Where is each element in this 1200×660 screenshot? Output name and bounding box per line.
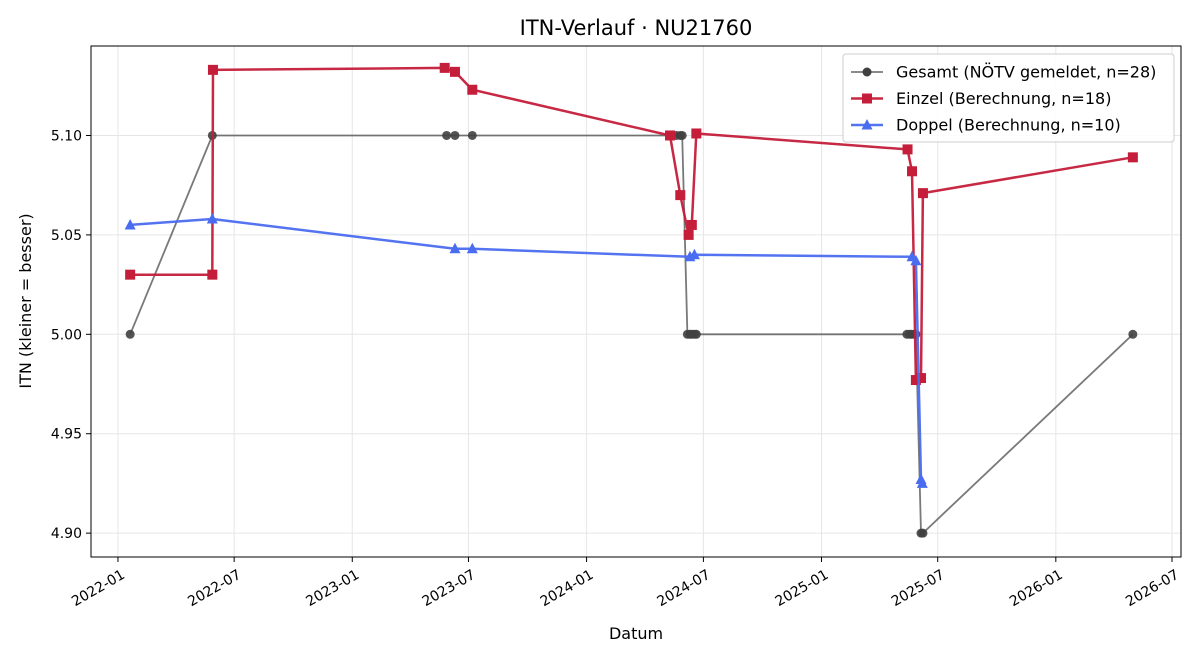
y-axis-title: ITN (kleiner = besser) — [16, 213, 35, 388]
data-point-einzel — [917, 188, 928, 199]
legend: Gesamt (NÖTV gemeldet, n=28) Einzel (Bere… — [842, 53, 1175, 143]
data-point-gesamt — [125, 329, 135, 339]
data-point-einzel — [439, 62, 450, 73]
legend-label-einzel: Einzel (Berechnung, n=18) — [896, 89, 1111, 108]
chart-title: ITN-Verlauf · NU21760 — [520, 16, 753, 40]
data-point-einzel — [910, 375, 921, 386]
plot-frame — [90, 45, 1182, 558]
legend-label-gesamt: Gesamt (NÖTV gemeldet, n=28) — [896, 63, 1156, 82]
series-doppel — [124, 212, 928, 488]
y-tick-label: 4.95 — [51, 427, 82, 443]
data-point-einzel — [675, 190, 686, 201]
legend-marker-einzel — [862, 93, 872, 104]
data-point-einzel — [207, 64, 218, 75]
data-point-gesamt — [450, 130, 460, 140]
data-point-gesamt — [691, 329, 701, 339]
data-point-doppel — [206, 212, 218, 224]
data-point-einzel — [125, 269, 136, 280]
data-point-gesamt — [442, 130, 452, 140]
data-point-einzel — [691, 128, 702, 139]
data-point-einzel — [686, 219, 697, 230]
y-tick-label: 5.05 — [51, 228, 82, 244]
data-point-einzel — [902, 144, 913, 155]
y-tick-label: 5.10 — [51, 128, 82, 144]
data-point-doppel — [916, 477, 928, 488]
data-point-einzel — [907, 166, 918, 177]
data-point-einzel — [916, 373, 927, 384]
y-axis: 4.90 4.95 5.00 5.05 5.10 — [51, 128, 91, 542]
data-point-gesamt — [677, 130, 687, 140]
x-axis-title: Datum — [609, 624, 663, 643]
y-tick-label: 5.00 — [51, 327, 82, 343]
data-point-einzel — [1127, 152, 1138, 163]
data-point-doppel — [688, 248, 700, 260]
data-point-gesamt — [467, 130, 477, 140]
series-layer — [124, 62, 1138, 538]
legend-marker-gesamt — [862, 67, 872, 77]
data-point-gesamt — [1128, 329, 1138, 339]
data-point-einzel — [665, 130, 676, 141]
legend-marker-doppel — [861, 119, 873, 130]
legend-label-doppel: Doppel (Berechnung, n=10) — [896, 116, 1121, 135]
data-point-doppel — [910, 254, 922, 266]
data-point-einzel — [207, 269, 218, 280]
y-tick-label: 4.90 — [51, 526, 82, 542]
data-point-doppel — [466, 242, 478, 254]
data-point-gesamt — [918, 528, 928, 538]
data-point-einzel — [467, 84, 478, 95]
data-point-doppel — [449, 242, 461, 254]
legend-box — [842, 53, 1175, 143]
data-point-doppel — [124, 218, 136, 230]
data-point-einzel — [683, 229, 694, 240]
data-point-einzel — [449, 66, 460, 77]
